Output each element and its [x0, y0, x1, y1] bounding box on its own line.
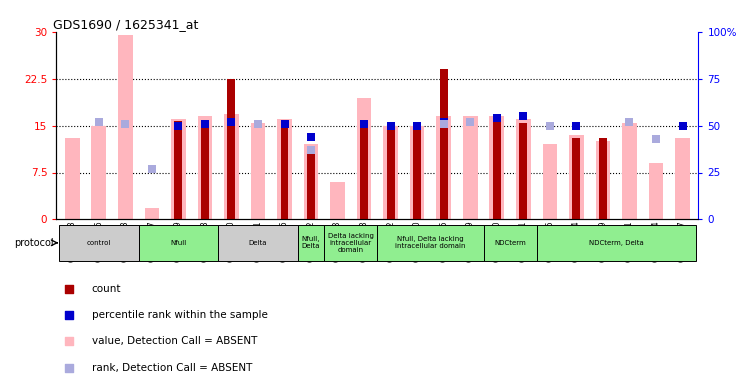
- Bar: [596, 141, 611, 219]
- Bar: [377, 225, 484, 261]
- Point: [464, 119, 476, 125]
- Bar: [219, 225, 298, 261]
- Bar: [490, 116, 504, 219]
- Bar: [118, 35, 133, 219]
- Text: percentile rank within the sample: percentile rank within the sample: [92, 310, 267, 320]
- Bar: [493, 116, 501, 219]
- Bar: [357, 98, 372, 219]
- Point: [438, 119, 450, 125]
- Bar: [387, 126, 394, 219]
- Bar: [622, 123, 637, 219]
- Text: control: control: [86, 240, 111, 246]
- Bar: [330, 182, 345, 219]
- Point: [63, 286, 75, 292]
- Bar: [484, 225, 536, 261]
- Bar: [298, 225, 324, 261]
- Point: [225, 119, 237, 125]
- Bar: [228, 79, 235, 219]
- Bar: [410, 126, 424, 219]
- Bar: [440, 69, 448, 219]
- Bar: [324, 225, 377, 261]
- Bar: [569, 135, 584, 219]
- Bar: [649, 163, 663, 219]
- Bar: [542, 144, 557, 219]
- Point: [252, 121, 264, 127]
- Point: [438, 121, 450, 127]
- Text: Nfull: Nfull: [170, 240, 186, 246]
- Point: [517, 113, 529, 119]
- Bar: [277, 119, 292, 219]
- Point: [173, 123, 185, 129]
- Point: [119, 121, 131, 127]
- Point: [385, 123, 397, 129]
- Text: count: count: [92, 284, 121, 294]
- Point: [93, 119, 105, 125]
- Text: rank, Detection Call = ABSENT: rank, Detection Call = ABSENT: [92, 363, 252, 373]
- Point: [63, 364, 75, 370]
- Bar: [536, 225, 695, 261]
- Point: [358, 121, 370, 127]
- Bar: [383, 126, 398, 219]
- Bar: [303, 144, 318, 219]
- Point: [252, 121, 264, 127]
- Point: [146, 166, 158, 172]
- Point: [199, 121, 211, 127]
- Point: [570, 123, 582, 129]
- Bar: [572, 138, 581, 219]
- Bar: [139, 225, 219, 261]
- Bar: [599, 138, 607, 219]
- Bar: [144, 208, 159, 219]
- Bar: [360, 124, 368, 219]
- Text: Nfull,
Delta: Nfull, Delta: [302, 236, 320, 249]
- Bar: [198, 116, 213, 219]
- Text: GDS1690 / 1625341_at: GDS1690 / 1625341_at: [53, 18, 198, 31]
- Text: Nfull, Delta lacking
intracellular domain: Nfull, Delta lacking intracellular domai…: [395, 236, 466, 249]
- Bar: [463, 116, 478, 219]
- Bar: [171, 119, 185, 219]
- Point: [305, 147, 317, 153]
- Text: value, Detection Call = ABSENT: value, Detection Call = ABSENT: [92, 336, 257, 346]
- Point: [650, 136, 662, 142]
- Bar: [65, 138, 80, 219]
- Point: [305, 134, 317, 140]
- Bar: [92, 126, 106, 219]
- Bar: [520, 123, 527, 219]
- Bar: [516, 119, 531, 219]
- Bar: [251, 123, 265, 219]
- Bar: [675, 138, 690, 219]
- Bar: [413, 126, 421, 219]
- Text: NDCterm: NDCterm: [494, 240, 526, 246]
- Text: Delta lacking
intracellular
domain: Delta lacking intracellular domain: [328, 233, 374, 253]
- Text: NDCterm, Delta: NDCterm, Delta: [589, 240, 644, 246]
- Bar: [224, 114, 239, 219]
- Bar: [201, 121, 209, 219]
- Bar: [174, 121, 182, 219]
- Point: [411, 123, 423, 129]
- Text: Delta: Delta: [249, 240, 267, 246]
- Point: [677, 123, 689, 129]
- Bar: [436, 116, 451, 219]
- Bar: [307, 154, 315, 219]
- Text: protocol: protocol: [14, 238, 54, 248]
- Point: [63, 338, 75, 344]
- Point: [623, 119, 635, 125]
- Point: [279, 121, 291, 127]
- Point: [490, 115, 502, 121]
- Bar: [59, 225, 139, 261]
- Point: [544, 123, 556, 129]
- Bar: [281, 126, 288, 219]
- Point: [63, 312, 75, 318]
